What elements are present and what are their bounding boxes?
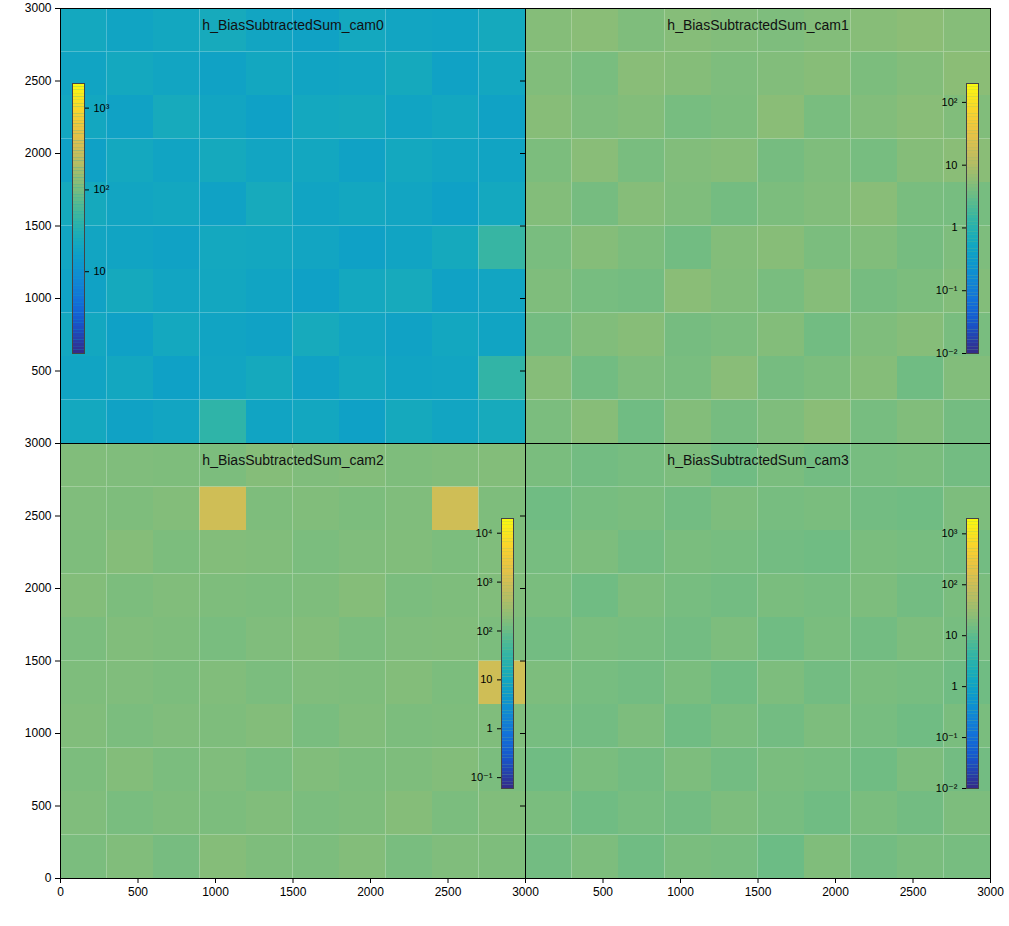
svg-text:h_BiasSubtractedSum_cam1: h_BiasSubtractedSum_cam1	[667, 17, 849, 33]
svg-text:2500: 2500	[900, 885, 927, 899]
svg-text:h_BiasSubtractedSum_cam3: h_BiasSubtractedSum_cam3	[667, 452, 849, 468]
svg-text:10³: 10³	[477, 576, 493, 588]
svg-text:10: 10	[94, 265, 106, 277]
svg-text:10²: 10²	[94, 183, 110, 195]
svg-text:500: 500	[593, 885, 613, 899]
svg-text:3000: 3000	[512, 885, 539, 899]
svg-text:10³: 10³	[94, 102, 110, 114]
svg-text:1500: 1500	[280, 885, 307, 899]
svg-text:10³: 10³	[942, 527, 958, 539]
svg-text:2500: 2500	[25, 509, 52, 523]
svg-text:1000: 1000	[25, 726, 52, 740]
svg-text:2000: 2000	[357, 885, 384, 899]
svg-text:1500: 1500	[25, 219, 52, 233]
svg-text:1000: 1000	[202, 885, 229, 899]
svg-text:1500: 1500	[745, 885, 772, 899]
svg-text:10⁻¹: 10⁻¹	[936, 731, 958, 743]
svg-text:10⁻²: 10⁻²	[936, 347, 958, 359]
svg-text:10²: 10²	[942, 96, 958, 108]
svg-text:1000: 1000	[25, 291, 52, 305]
svg-text:h_BiasSubtractedSum_cam0: h_BiasSubtractedSum_cam0	[202, 17, 384, 33]
svg-text:1: 1	[951, 680, 957, 692]
svg-text:3000: 3000	[977, 885, 1004, 899]
svg-text:1: 1	[486, 722, 492, 734]
svg-text:2000: 2000	[25, 581, 52, 595]
svg-text:10⁻¹: 10⁻¹	[471, 771, 493, 783]
svg-text:0: 0	[57, 885, 64, 899]
svg-text:1500: 1500	[25, 654, 52, 668]
svg-text:2500: 2500	[435, 885, 462, 899]
svg-text:500: 500	[128, 885, 148, 899]
svg-text:10⁴: 10⁴	[476, 527, 493, 539]
svg-text:2500: 2500	[25, 74, 52, 88]
svg-text:2000: 2000	[822, 885, 849, 899]
svg-text:2000: 2000	[25, 146, 52, 160]
svg-text:3000: 3000	[25, 1, 52, 15]
svg-text:500: 500	[31, 799, 51, 813]
svg-text:10: 10	[945, 629, 957, 641]
svg-text:10²: 10²	[477, 625, 493, 637]
svg-text:10²: 10²	[942, 578, 958, 590]
svg-text:10: 10	[480, 673, 492, 685]
svg-text:10⁻²: 10⁻²	[936, 782, 958, 794]
svg-text:10⁻¹: 10⁻¹	[936, 284, 958, 296]
svg-text:1: 1	[951, 221, 957, 233]
svg-text:10: 10	[945, 159, 957, 171]
svg-text:3000: 3000	[25, 436, 52, 450]
svg-text:1000: 1000	[667, 885, 694, 899]
svg-text:0: 0	[45, 871, 52, 885]
svg-text:h_BiasSubtractedSum_cam2: h_BiasSubtractedSum_cam2	[202, 452, 384, 468]
svg-text:500: 500	[31, 364, 51, 378]
